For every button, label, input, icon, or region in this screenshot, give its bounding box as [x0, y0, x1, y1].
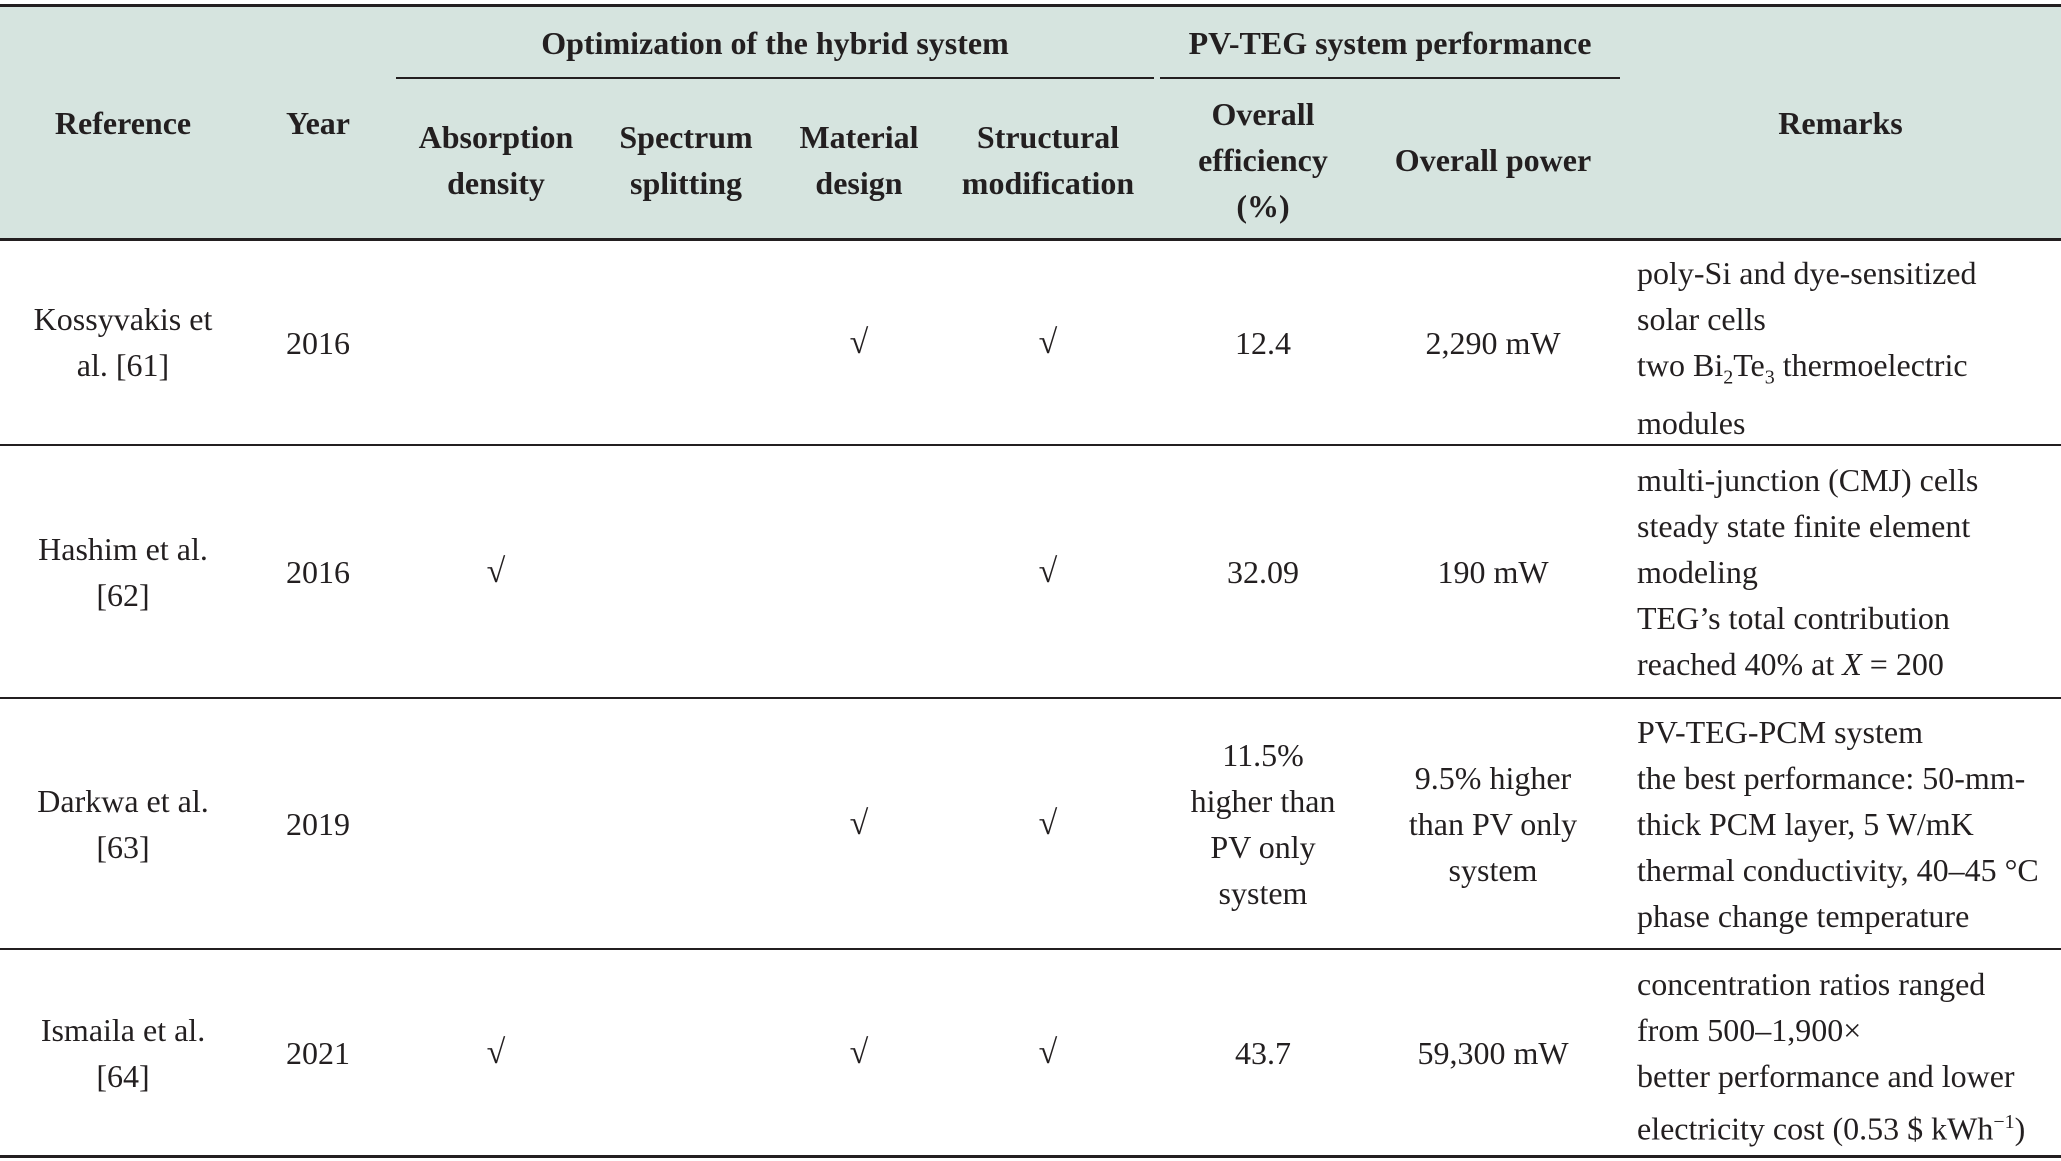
row-rule-3	[0, 948, 2061, 950]
header-group-performance: PV-TEG system performance	[1188, 25, 1592, 61]
cell-reference: Kossyvakis et al. [61]	[33, 301, 213, 383]
cell-year: 2016	[286, 554, 350, 590]
cell-material-design: √	[849, 1034, 869, 1071]
cell-remarks: concentration ratios ranged from 500–1,9…	[1637, 966, 2026, 1147]
header-spectrum-splitting: Spectrum splitting	[619, 119, 753, 201]
cell-remarks: poly-Si and dye-sensitized solar cells t…	[1637, 255, 1977, 442]
cell-year: 2019	[286, 806, 350, 842]
cell-overall-power: 190 mW	[1437, 554, 1549, 590]
header-group-optimization: Optimization of the hybrid system	[541, 25, 1009, 61]
cell-material-design: √	[849, 805, 869, 842]
cell-structural-modification: √	[1038, 805, 1058, 842]
cell-overall-power: 2,290 mW	[1425, 325, 1561, 361]
group-rule-performance	[1160, 77, 1620, 79]
header-material-design: Material design	[799, 119, 919, 201]
header-absorption-density: Absorption density	[418, 119, 574, 201]
cell-overall-power: 59,300 mW	[1417, 1035, 1569, 1071]
cell-year: 2016	[286, 325, 350, 361]
header-remarks: Remarks	[1778, 105, 1903, 141]
cell-absorption-density: √	[486, 1034, 506, 1071]
header-reference: Reference	[54, 105, 192, 141]
cell-absorption-density: √	[486, 553, 506, 590]
cell-reference: Darkwa et al. [63]	[37, 783, 209, 865]
top-rule	[0, 4, 2061, 7]
cell-reference: Ismaila et al. [64]	[40, 1012, 206, 1094]
cell-overall-efficiency: 32.09	[1227, 554, 1299, 590]
cell-structural-modification: √	[1038, 324, 1058, 361]
header-bottom-rule	[0, 238, 2061, 241]
bottom-rule	[0, 1155, 2061, 1158]
cell-overall-efficiency: 12.4	[1235, 325, 1291, 361]
cell-remarks: multi-junction (CMJ) cells steady state …	[1637, 462, 1979, 682]
header-overall-efficiency: Overall efficiency (%)	[1198, 96, 1328, 224]
header-year: Year	[286, 105, 350, 141]
header-structural-modification: Structural modification	[961, 119, 1135, 201]
row-rule-1	[0, 444, 2061, 446]
cell-overall-power: 9.5% higher than PV only system	[1408, 760, 1578, 888]
row-rule-2	[0, 697, 2061, 699]
table-header-background	[0, 6, 2061, 239]
header-overall-power: Overall power	[1394, 142, 1592, 178]
cell-structural-modification: √	[1038, 553, 1058, 590]
cell-overall-efficiency: 11.5% higher than PV only system	[1190, 737, 1336, 911]
cell-material-design: √	[849, 324, 869, 361]
cell-overall-efficiency: 43.7	[1235, 1035, 1291, 1071]
cell-structural-modification: √	[1038, 1034, 1058, 1071]
cell-remarks: PV-TEG-PCM system the best performance: …	[1637, 714, 2039, 934]
cell-year: 2021	[286, 1035, 350, 1071]
group-rule-optimization	[396, 77, 1154, 79]
cell-reference: Hashim et al. [62]	[38, 531, 208, 613]
